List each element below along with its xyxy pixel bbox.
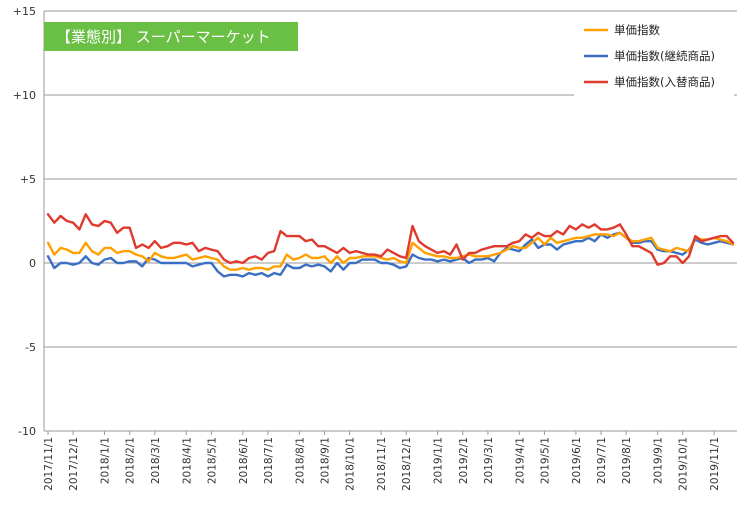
x-tick-label: 2018/8/1 xyxy=(294,437,306,484)
x-tick-label: 2018/9/1 xyxy=(320,437,332,484)
series-lines xyxy=(46,213,735,278)
title-background xyxy=(44,22,298,51)
x-tick-label: 2018/11/1 xyxy=(376,437,388,491)
x-tick-label: 2019/1/1 xyxy=(433,437,445,484)
y-tick-label: -10 xyxy=(18,425,36,438)
x-tick-label: 2017/12/1 xyxy=(68,437,80,491)
x-tick-label: 2019/7/1 xyxy=(596,437,608,484)
x-tick-label: 2019/2/1 xyxy=(458,437,470,484)
y-tick-label: -5 xyxy=(25,341,36,354)
x-tick-label: 2018/12/1 xyxy=(401,437,413,491)
x-axis-ticks: 2017/11/1 2017/12/1 2018/1/1 2018/2/1 2018/3… xyxy=(43,431,721,491)
x-tick-label: 2019/11/1 xyxy=(709,437,721,491)
x-tick-label: 2019/5/1 xyxy=(539,437,551,484)
x-tick-label: 2018/10/1 xyxy=(345,437,357,491)
x-tick-label: 2018/4/1 xyxy=(181,437,193,484)
y-tick-label: +10 xyxy=(13,89,36,102)
x-tick-label: 2019/4/1 xyxy=(514,437,526,484)
x-tick-label: 2018/5/1 xyxy=(206,437,218,484)
legend-label: 単価指数(継続商品) xyxy=(614,49,715,63)
legend-label: 単価指数 xyxy=(614,23,660,37)
y-tick-label: +15 xyxy=(13,5,36,18)
series-line-2 xyxy=(46,213,735,266)
x-tick-label: 2018/3/1 xyxy=(150,437,162,484)
x-axis xyxy=(43,11,737,432)
chart-title: 【業態別】 スーパーマーケット xyxy=(56,28,271,46)
x-tick-label: 2018/6/1 xyxy=(238,437,250,484)
x-tick-label: 2018/2/1 xyxy=(125,437,137,484)
x-tick-label: 2019/8/1 xyxy=(621,437,633,484)
x-tick-label: 2018/1/1 xyxy=(100,437,112,484)
y-axis-ticks: -10 -5 0 +5 +10 +15 xyxy=(13,5,36,438)
x-tick-label: 2019/6/1 xyxy=(571,437,583,484)
x-tick-label: 2019/10/1 xyxy=(678,437,690,491)
y-tick-label: 0 xyxy=(29,257,36,270)
x-tick-label: 2019/3/1 xyxy=(483,437,495,484)
series-line-0 xyxy=(46,231,735,271)
x-tick-label: 2017/11/1 xyxy=(43,437,55,491)
y-tick-label: +5 xyxy=(20,173,36,186)
x-tick-label: 2018/7/1 xyxy=(263,437,275,484)
chart-title-box: 【業態別】 スーパーマーケット xyxy=(44,22,298,51)
legend-label: 単価指数(入替商品) xyxy=(614,75,715,89)
x-tick-label: 2019/9/1 xyxy=(653,437,665,484)
